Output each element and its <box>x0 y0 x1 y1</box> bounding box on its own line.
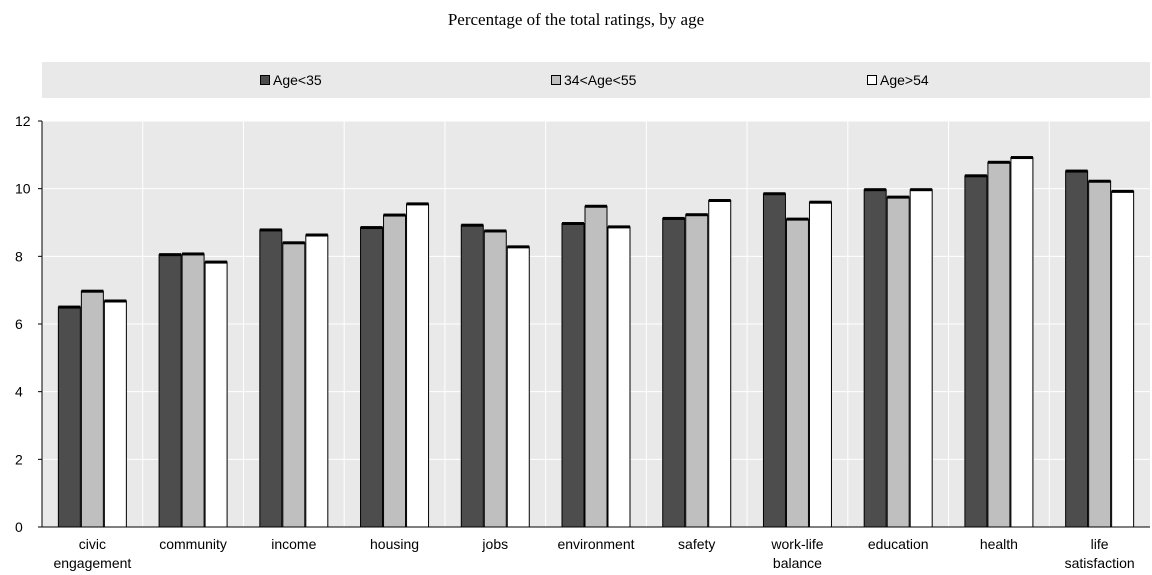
legend-swatch-age-34-55 <box>551 75 561 85</box>
error-cap <box>259 228 282 232</box>
legend-label-age-34-55: 34<Age<55 <box>564 72 637 88</box>
error-cap <box>383 213 406 217</box>
error-cap <box>1088 179 1111 183</box>
bar <box>987 161 1011 528</box>
bar <box>103 300 127 528</box>
bar <box>1088 180 1112 528</box>
bar <box>483 230 507 528</box>
bar <box>708 200 732 528</box>
legend: Age<35 34<Age<55 Age>54 <box>42 62 1150 98</box>
legend-label-age-under-35: Age<35 <box>273 72 322 88</box>
x-tick-label: safety <box>678 536 715 552</box>
legend-swatch-age-under-35 <box>260 75 270 85</box>
bar <box>158 254 182 528</box>
legend-item-age-under-35: Age<35 <box>260 72 322 88</box>
bar <box>964 175 988 528</box>
error-cap <box>809 200 832 204</box>
bar <box>506 246 530 528</box>
x-tick-label: housing <box>370 536 419 552</box>
y-tick-label: 12 <box>15 113 31 129</box>
bar <box>181 253 205 528</box>
error-cap <box>507 245 530 249</box>
x-tick-label: income <box>271 536 316 552</box>
bar <box>57 306 81 528</box>
error-cap <box>282 241 305 245</box>
x-tick-label: satisfaction <box>1065 555 1135 571</box>
bar <box>204 261 228 528</box>
bar <box>80 290 104 528</box>
x-tick-label: engagement <box>53 555 131 571</box>
error-cap <box>608 225 630 229</box>
bar <box>1010 157 1034 528</box>
legend-item-age-over-54: Age>54 <box>867 72 929 88</box>
legend-item-age-34-55: 34<Age<55 <box>551 72 636 88</box>
error-cap <box>205 260 228 264</box>
legend-label-age-over-54: Age>54 <box>880 72 929 88</box>
x-tick-label: education <box>868 536 929 552</box>
error-cap <box>1065 169 1088 173</box>
bar <box>1065 170 1089 528</box>
error-cap <box>484 229 507 233</box>
bar <box>662 217 686 528</box>
bar <box>406 203 430 528</box>
bar <box>607 226 631 528</box>
x-tick-label: community <box>159 536 227 552</box>
error-cap <box>864 188 887 192</box>
error-cap <box>305 233 328 237</box>
x-tick-label: environment <box>557 536 634 552</box>
error-cap <box>104 299 127 303</box>
legend-swatch-age-over-54 <box>867 75 877 85</box>
y-tick-label: 8 <box>15 248 23 264</box>
error-cap <box>585 204 607 208</box>
error-cap <box>159 253 182 257</box>
error-cap <box>786 217 809 221</box>
error-cap <box>1010 156 1033 160</box>
error-cap <box>58 305 81 309</box>
y-tick-label: 4 <box>15 384 23 400</box>
error-cap <box>763 192 786 196</box>
bar <box>886 196 910 528</box>
y-tick-label: 6 <box>15 316 23 332</box>
error-cap <box>662 216 685 220</box>
bar <box>1111 190 1135 528</box>
error-cap <box>406 202 429 206</box>
bar <box>561 223 585 528</box>
bar <box>762 193 786 528</box>
bar <box>360 227 384 528</box>
error-cap <box>1111 189 1134 193</box>
error-cap <box>360 226 383 230</box>
bar <box>305 234 329 528</box>
error-cap <box>562 222 584 226</box>
bar <box>460 224 484 528</box>
x-tick-label: jobs <box>481 536 508 552</box>
error-cap <box>461 223 484 227</box>
y-tick-label: 2 <box>15 451 23 467</box>
chart-title: Percentage of the total ratings, by age <box>447 10 705 29</box>
bar <box>808 201 832 528</box>
x-tick-label: civic <box>79 536 106 552</box>
y-tick-label: 10 <box>15 181 31 197</box>
error-cap <box>964 174 987 178</box>
x-tick-label: balance <box>773 555 822 571</box>
bar <box>909 189 933 528</box>
bar <box>383 214 407 528</box>
error-cap <box>81 289 104 293</box>
error-cap <box>987 160 1010 164</box>
error-cap <box>887 195 910 199</box>
x-tick-label: health <box>980 536 1018 552</box>
x-tick-label: work-life <box>770 536 823 552</box>
error-cap <box>910 188 933 192</box>
y-tick-label: 0 <box>15 519 23 535</box>
error-cap <box>685 213 708 217</box>
bar <box>584 205 608 528</box>
bar <box>282 242 306 528</box>
bar <box>685 214 709 528</box>
error-cap <box>708 199 731 203</box>
x-tick-label: life <box>1091 536 1109 552</box>
bar <box>863 189 887 528</box>
bar <box>785 218 809 528</box>
bar <box>259 229 283 528</box>
error-cap <box>182 252 205 256</box>
